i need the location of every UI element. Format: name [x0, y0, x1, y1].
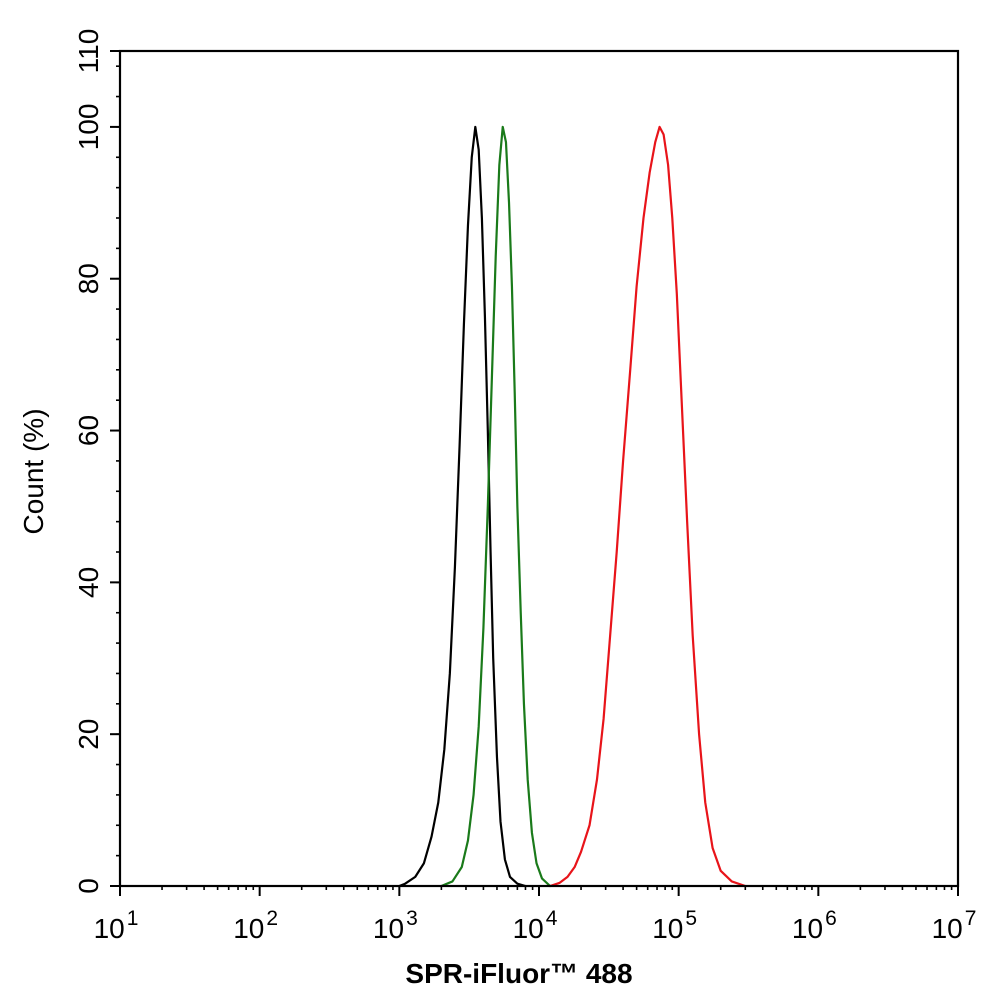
y-axis-title: Count (%)	[18, 408, 49, 534]
histogram-series-2	[440, 125, 552, 888]
y-axis: 0 20 40 60 80 100 110	[73, 29, 120, 894]
histogram-series-1	[398, 125, 527, 888]
x-tick-label: 101	[94, 907, 139, 944]
x-tick-label: 102	[233, 907, 278, 944]
y-tick-label: 20	[73, 719, 104, 750]
y-tick-label: 0	[73, 878, 104, 894]
histogram-series-3	[548, 125, 747, 888]
y-tick-label: 40	[73, 567, 104, 598]
y-tick-label: 80	[73, 263, 104, 294]
x-tick-label: 107	[932, 907, 977, 944]
x-tick-label: 103	[373, 907, 418, 944]
y-tick-label: 100	[73, 104, 104, 151]
x-tick-label: 104	[513, 907, 558, 944]
y-tick-label: 60	[73, 415, 104, 446]
x-axis: 101 102 103 104 105 106 107	[94, 886, 977, 944]
series-layer	[398, 125, 747, 888]
plot-frame	[118, 49, 960, 888]
y-tick-label: 110	[73, 29, 104, 74]
x-tick-label: 105	[652, 907, 697, 944]
x-tick-label: 106	[792, 907, 837, 944]
x-axis-title: SPR-iFluor™ 488	[405, 958, 632, 989]
